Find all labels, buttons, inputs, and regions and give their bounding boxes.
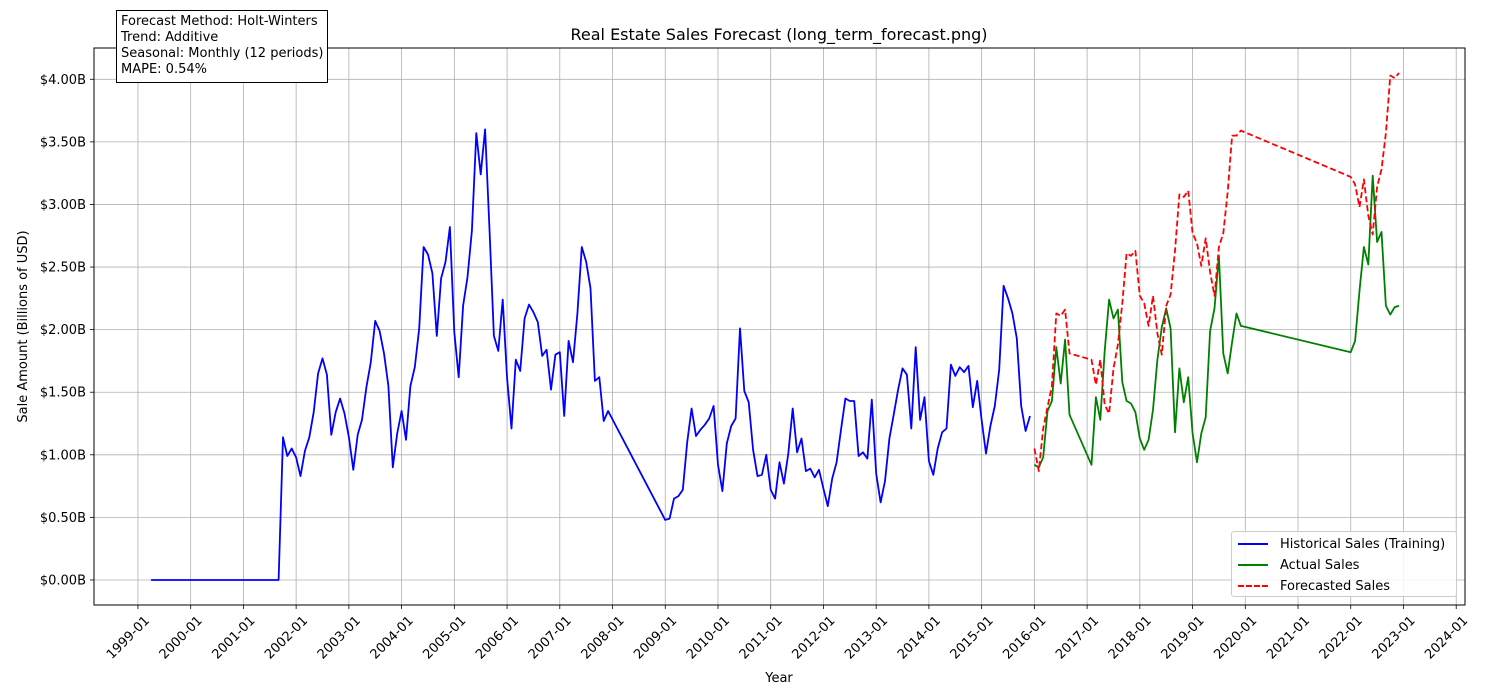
x-tick-label: 2009-01 <box>631 613 680 662</box>
legend-swatch-actual <box>1238 564 1268 566</box>
x-tick-label: 2016-01 <box>1000 613 1049 662</box>
legend-label-forecast: Forecasted Sales <box>1280 578 1390 594</box>
plot-frame <box>93 47 1466 606</box>
info-trend: Trend: Additive <box>121 30 219 45</box>
y-tick-label: $0.00B <box>40 573 86 588</box>
x-tick-label: 2007-01 <box>526 613 575 662</box>
info-method: Forecast Method: Holt-Winters <box>121 14 318 29</box>
x-tick-label: 2013-01 <box>842 613 891 662</box>
y-axis-label: Sale Amount (Billions of USD) <box>16 230 31 422</box>
legend-item-actual: Actual Sales <box>1238 556 1359 574</box>
x-axis-ticks: 1999-01 2000-01 2001-01 2002-01 2003-01 2004-… <box>104 605 1471 662</box>
y-tick-label: $3.00B <box>40 198 86 213</box>
series-lines <box>151 72 1400 581</box>
x-tick-label: 2011-01 <box>737 613 786 662</box>
y-tick-label: $3.50B <box>40 135 86 150</box>
legend-swatch-forecast <box>1238 585 1268 587</box>
series-historical-line <box>151 128 1031 581</box>
legend-item-forecast: Forecasted Sales <box>1238 577 1390 595</box>
x-tick-label: 2002-01 <box>262 613 311 662</box>
y-tick-label: $1.50B <box>40 386 86 401</box>
x-tick-label: 2023-01 <box>1370 613 1419 662</box>
grid <box>94 48 1465 605</box>
x-tick-label: 2006-01 <box>473 613 522 662</box>
y-tick-label: $4.00B <box>40 73 86 88</box>
x-tick-label: 2022-01 <box>1317 613 1366 662</box>
x-tick-label: 2019-01 <box>1159 613 1208 662</box>
x-tick-label: 1999-01 <box>104 613 153 662</box>
x-tick-label: 2000-01 <box>157 613 206 662</box>
y-axis-ticks: $0.00B $0.50B $1.00B $1.50B $2.00B $2.50B $3.0… <box>40 73 94 588</box>
x-tick-label: 2003-01 <box>315 613 364 662</box>
x-axis-label: Year <box>764 671 793 686</box>
y-tick-label: $2.00B <box>40 323 86 338</box>
y-tick-label: $1.00B <box>40 448 86 463</box>
info-seasonal: Seasonal: Monthly (12 periods) <box>121 46 324 61</box>
x-tick-label: 2008-01 <box>579 613 628 662</box>
series-forecast-line <box>1033 72 1400 473</box>
chart-title: Real Estate Sales Forecast (long_term_fo… <box>570 25 987 45</box>
legend-label-actual: Actual Sales <box>1280 557 1360 573</box>
series-actual-line <box>1033 174 1400 469</box>
x-tick-label: 2001-01 <box>209 613 258 662</box>
x-tick-label: 2017-01 <box>1053 613 1102 662</box>
x-tick-label: 2020-01 <box>1211 613 1260 662</box>
legend-swatch-historical <box>1238 543 1268 545</box>
legend-label-historical: Historical Sales (Training) <box>1280 536 1446 552</box>
x-tick-label: 2018-01 <box>1106 613 1155 662</box>
x-tick-label: 2015-01 <box>948 613 997 662</box>
y-tick-label: $0.50B <box>40 511 86 526</box>
legend-item-historical: Historical Sales (Training) <box>1238 535 1445 553</box>
forecast-info-box: Forecast Method: Holt-Winters Trend: Add… <box>116 10 329 83</box>
x-tick-label: 2010-01 <box>684 613 733 662</box>
x-tick-label: 2004-01 <box>368 613 417 662</box>
info-mape: MAPE: 0.54% <box>121 62 207 77</box>
x-tick-label: 2024-01 <box>1422 613 1471 662</box>
x-tick-label: 2014-01 <box>895 613 944 662</box>
x-tick-label: 2021-01 <box>1264 613 1313 662</box>
legend: Historical Sales (Training) Actual Sales… <box>1231 531 1457 597</box>
y-tick-label: $2.50B <box>40 261 86 276</box>
x-tick-label: 2005-01 <box>420 613 469 662</box>
x-tick-label: 2012-01 <box>789 613 838 662</box>
